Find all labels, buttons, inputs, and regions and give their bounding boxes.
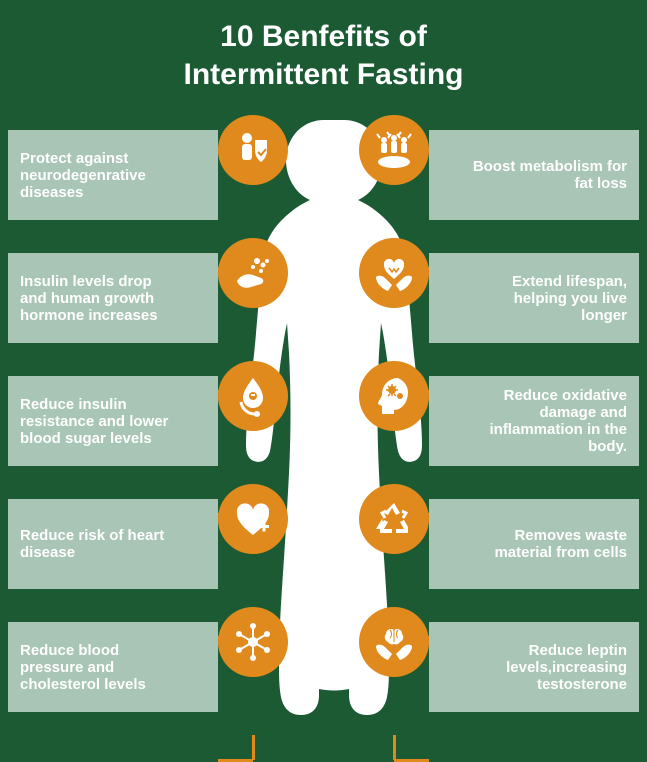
hand-dots-icon <box>218 238 288 308</box>
benefit-box-left-0: Protect against neurodegenrative disease… <box>8 130 218 220</box>
benefit-box-right-2: Reduce oxidative damage and inflammation… <box>429 376 639 466</box>
title-line-2: Intermittent Fasting <box>183 58 463 91</box>
head-gears-icon <box>359 361 429 431</box>
hands-brain-icon <box>359 607 429 677</box>
people-up-icon <box>359 115 429 185</box>
benefit-text: Reduce oxidative damage and inflammation… <box>469 387 627 455</box>
benefit-text: Boost metabolism for fat loss <box>469 158 627 192</box>
benefit-box-left-4: Reduce blood pressure and cholesterol le… <box>8 622 218 712</box>
benefit-box-right-4: Reduce leptin levels,increasing testoste… <box>429 622 639 712</box>
benefit-text: Removes waste material from cells <box>469 527 627 561</box>
benefit-text: Protect against neurodegenrative disease… <box>20 150 178 201</box>
benefit-box-right-3: Removes waste material from cells <box>429 499 639 589</box>
benefit-box-left-1: Insulin levels drop and human growth hor… <box>8 253 218 343</box>
network-dots-icon <box>218 607 288 677</box>
benefit-box-right-1: Extend lifespan, helping you live longer <box>429 253 639 343</box>
benefit-text: Extend lifespan, helping you live longer <box>469 273 627 324</box>
benefit-text: Reduce leptin levels,increasing testoste… <box>469 642 627 693</box>
benefit-text: Reduce blood pressure and cholesterol le… <box>20 642 178 693</box>
benefit-text: Reduce risk of heart disease <box>20 527 178 561</box>
blood-drop-icon <box>218 361 288 431</box>
heart-plus-icon <box>218 484 288 554</box>
benefit-text: Insulin levels drop and human growth hor… <box>20 273 178 324</box>
shield-person-icon <box>218 115 288 185</box>
recycle-icon <box>359 484 429 554</box>
benefit-text: Reduce insulin resistance and lower bloo… <box>20 396 178 447</box>
title-line-1: 10 Benfefits of <box>220 20 427 53</box>
benefit-box-left-2: Reduce insulin resistance and lower bloo… <box>8 376 218 466</box>
hands-heart-icon <box>359 238 429 308</box>
benefit-box-right-0: Boost metabolism for fat loss <box>429 130 639 220</box>
page-title: 10 Benfefits of Intermittent Fasting <box>0 0 647 93</box>
benefit-box-left-3: Reduce risk of heart disease <box>8 499 218 589</box>
